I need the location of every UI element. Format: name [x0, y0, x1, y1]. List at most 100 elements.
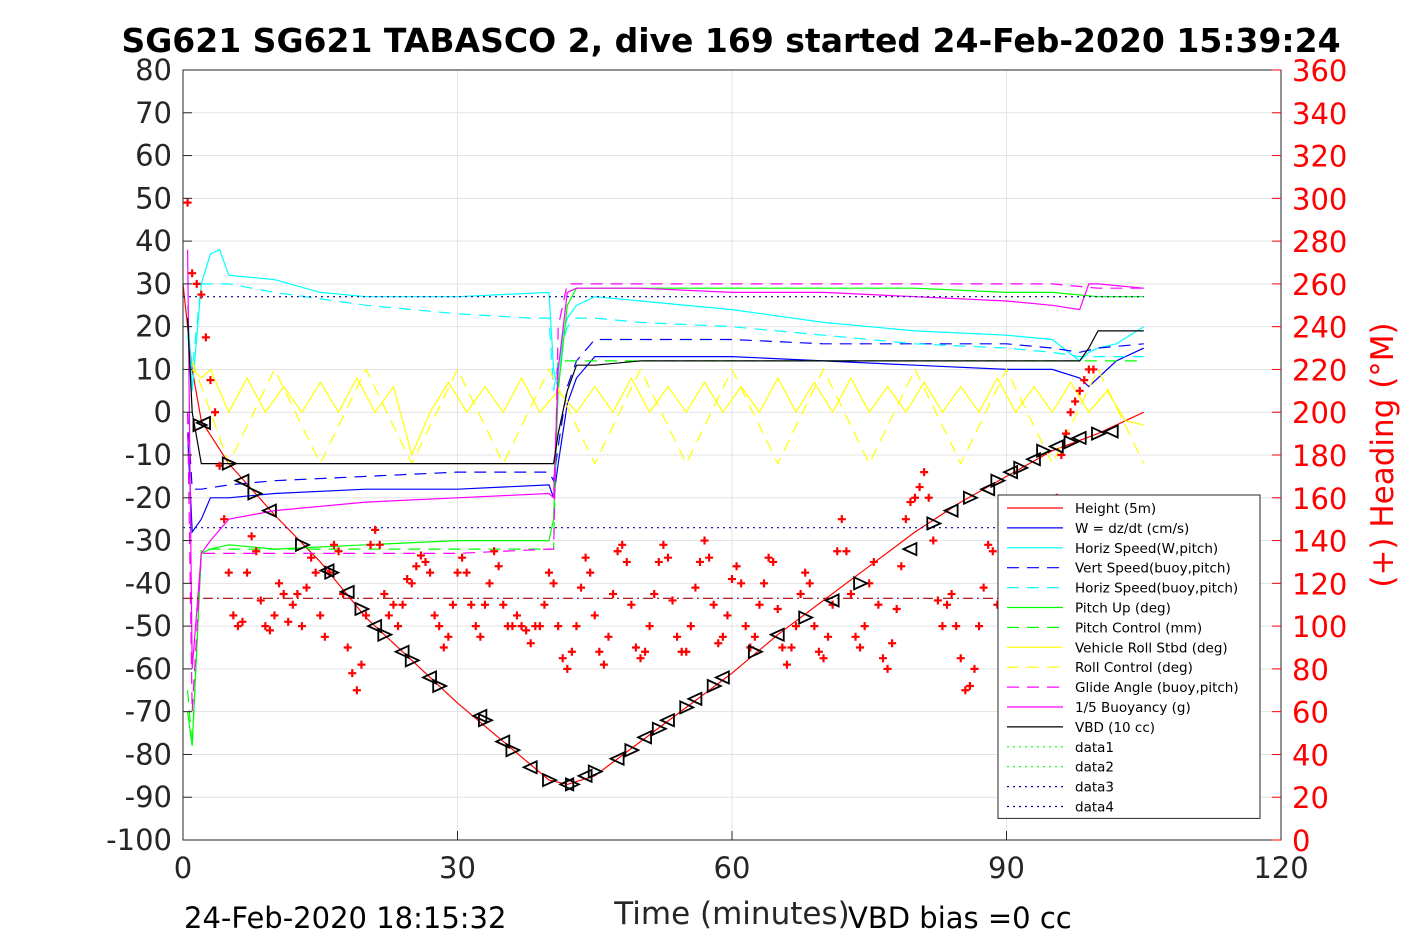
y-left-tick-label: -10 [125, 438, 172, 472]
dive-triangle-marker [853, 575, 870, 591]
series-1-5-buoyancy-g [187, 249, 1144, 669]
heading-marker [796, 590, 805, 599]
heading-marker [540, 600, 549, 609]
y-right-tick-label: 180 [1292, 439, 1347, 473]
y-right-tick-label: 120 [1292, 567, 1347, 601]
heading-marker [490, 547, 499, 556]
dive-triangle-marker [233, 473, 250, 489]
dive-triangle-marker [521, 759, 538, 775]
heading-marker [512, 611, 521, 620]
y-left-tick-label: -90 [125, 780, 172, 814]
heading-marker [846, 590, 855, 599]
dive-triangle-marker [1024, 451, 1041, 467]
heading-marker [901, 515, 910, 524]
y-left-tick-label: 30 [135, 267, 172, 301]
heading-marker [412, 562, 421, 571]
dive-triangle-marker [354, 601, 371, 617]
heading-marker [1089, 365, 1098, 374]
heading-marker [888, 639, 897, 648]
heading-marker [622, 557, 631, 566]
heading-marker [750, 632, 759, 641]
heading-marker [256, 596, 265, 605]
heading-marker [837, 515, 846, 524]
heading-marker [878, 654, 887, 663]
x-tick-label: 120 [1253, 851, 1308, 885]
dive-triangle-marker [624, 742, 641, 758]
heading-marker [947, 590, 956, 599]
heading-marker [705, 553, 714, 562]
heading-marker [906, 498, 915, 507]
heading-marker [188, 269, 197, 278]
heading-marker [682, 647, 691, 656]
legend-label: data4 [1075, 800, 1114, 816]
y-left-tick-label: 10 [135, 352, 172, 386]
legend-label: Horiz Speed(buoy,pitch) [1075, 581, 1238, 597]
heading-marker [842, 547, 851, 556]
heading-marker [352, 686, 361, 695]
heading-marker [595, 647, 604, 656]
heading-marker [371, 525, 380, 534]
heading-marker [220, 515, 229, 524]
heading-marker [590, 611, 599, 620]
heading-marker [398, 600, 407, 609]
dive-triangle-marker [608, 751, 625, 767]
dive-triangle-marker [295, 537, 312, 553]
dive-triangle-marker [420, 670, 437, 685]
y-left-tick-label: -40 [125, 566, 172, 600]
dive-triangle-marker [221, 456, 238, 471]
y-right-tick-label: 40 [1292, 738, 1329, 772]
legend-label: Vehicle Roll Stbd (deg) [1075, 640, 1228, 656]
y-left-tick-label: 70 [135, 96, 172, 130]
dive-triangle-marker [1091, 426, 1108, 442]
heading-marker [755, 600, 764, 609]
heading-marker [476, 632, 485, 641]
y-right-tick-label: 200 [1292, 396, 1347, 430]
heading-marker [343, 643, 352, 652]
dive-triangle-marker [926, 516, 943, 531]
heading-marker [924, 493, 933, 502]
heading-marker [1080, 376, 1089, 385]
dive-triangle-marker [478, 712, 495, 728]
heading-marker [517, 622, 526, 631]
x-tick-label: 60 [714, 851, 751, 885]
dive-triangle-marker [1102, 424, 1119, 439]
legend-box [997, 494, 1261, 819]
heading-marker [869, 557, 878, 566]
dive-triangle-marker [768, 627, 785, 643]
dive-triangle-marker [366, 618, 383, 634]
legend-label: Vert Speed(buoy,pitch) [1075, 561, 1231, 577]
dive-triangle-marker [471, 708, 488, 724]
y-right-tick-label: 160 [1292, 482, 1347, 516]
heading-marker [197, 290, 206, 299]
heading-marker [686, 622, 695, 631]
dive-triangle-marker [1063, 434, 1080, 450]
heading-marker [508, 622, 517, 631]
y-right-tick-label: 280 [1292, 225, 1347, 259]
heading-marker [311, 568, 320, 577]
dive-triangle-marker [194, 415, 211, 431]
heading-marker [718, 632, 727, 641]
heading-marker [1071, 397, 1080, 406]
heading-marker [357, 660, 366, 669]
heading-marker [362, 611, 370, 620]
heading-marker [270, 611, 279, 620]
x-tick-label: 0 [174, 851, 192, 885]
dive-triangle-marker [1036, 443, 1053, 459]
heading-marker [586, 568, 595, 577]
heading-marker [691, 583, 700, 592]
markers [184, 199, 1119, 792]
heading-marker [645, 622, 654, 631]
heading-marker [627, 600, 636, 609]
series-pitch-up-deg [187, 287, 1144, 746]
heading-marker [851, 632, 860, 641]
legend-label: Glide Angle (buoy,pitch) [1075, 680, 1239, 696]
heading-marker [938, 622, 947, 631]
dive-triangle-marker [706, 678, 723, 694]
dive-triangle-marker [505, 742, 522, 758]
y-right-tick-label: 80 [1292, 653, 1329, 687]
heading-marker [920, 468, 929, 477]
series-roll-control-deg [191, 360, 1145, 466]
heading-marker [984, 540, 993, 549]
heading-marker [284, 617, 293, 626]
y-left-tick-label: -50 [125, 609, 172, 643]
